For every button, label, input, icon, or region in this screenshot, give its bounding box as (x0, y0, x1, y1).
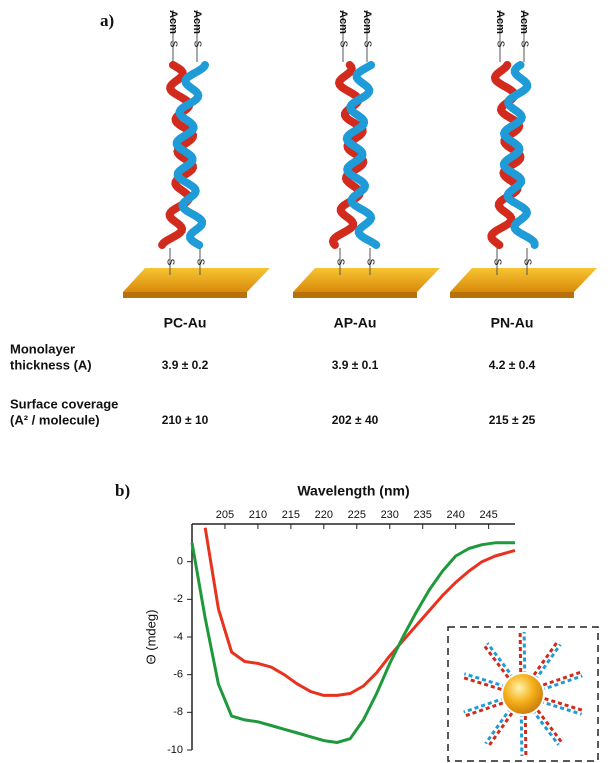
inset-helix (484, 709, 510, 745)
row-header: Surface coverage (10, 396, 118, 411)
helix (342, 61, 381, 249)
row-header: thickness (A) (10, 357, 92, 372)
gold-plate-edge (450, 292, 574, 298)
helix (172, 61, 209, 249)
thiol-label: S (494, 41, 505, 48)
column-header: AP-Au (334, 315, 377, 331)
gold-plate-edge (123, 292, 247, 298)
column-header: PC-Au (164, 315, 207, 331)
inset-helix (519, 716, 524, 757)
thiol-label: S (518, 41, 529, 48)
thiol-label: S (491, 259, 502, 266)
cd-curve (190, 541, 515, 744)
thiol-label: S (364, 259, 375, 266)
x-tick-label: 220 (315, 509, 333, 521)
helix (499, 61, 539, 249)
y-tick-label: -8 (173, 706, 183, 718)
x-axis-title: Wavelength (nm) (297, 483, 409, 499)
y-tick-label: -2 (173, 593, 183, 605)
inset-helix (486, 642, 513, 677)
table-cell: 210 ± 10 (162, 413, 209, 427)
terminal-label: Acm (167, 10, 179, 34)
thiol-label: S (521, 259, 532, 266)
thiol-label: S (191, 41, 202, 48)
thiol-label: S (167, 41, 178, 48)
table-cell: 215 ± 25 (489, 413, 536, 427)
gold-plate (293, 268, 440, 292)
inset-helix (533, 711, 560, 746)
table-cell: 3.9 ± 0.2 (162, 358, 209, 372)
terminal-label: Acm (337, 10, 349, 34)
x-tick-label: 215 (282, 509, 300, 521)
x-tick-label: 225 (348, 509, 366, 521)
inset-helix (542, 700, 583, 716)
inset-helix (522, 631, 527, 672)
helix (158, 61, 198, 249)
panel-label: b) (115, 481, 130, 500)
thiol-label: S (337, 41, 348, 48)
thiol-label: S (194, 259, 205, 266)
gold-plate-edge (293, 292, 417, 298)
inset-helix (543, 674, 583, 691)
y-tick-label: -4 (173, 631, 183, 643)
y-axis-title: Θ (mdeg) (143, 610, 158, 665)
gold-nanoparticle (503, 674, 543, 714)
terminal-label: Acm (191, 10, 203, 34)
terminal-label: Acm (518, 10, 530, 34)
inset-helix (463, 697, 503, 714)
cd-curve (203, 527, 516, 697)
thiol-label: S (334, 259, 345, 266)
y-tick-label: -10 (167, 744, 183, 756)
row-header: (A² / molecule) (10, 412, 100, 427)
x-tick-label: 205 (216, 509, 234, 521)
panel-a: Acm S S Acm S S PC-Au Acm S S Acm S S AP-Au Acm S S Acm S S… (10, 10, 597, 427)
thiol-label: S (164, 259, 175, 266)
gold-plate (450, 268, 597, 292)
x-tick-label: 230 (381, 509, 399, 521)
helix (328, 61, 368, 249)
table-cell: 202 ± 40 (332, 413, 379, 427)
table-cell: 3.9 ± 0.1 (332, 358, 379, 372)
row-header: Monolayer (10, 341, 75, 356)
table-cell: 4.2 ± 0.4 (489, 358, 536, 372)
inset-helix (536, 643, 562, 679)
inset-helix (463, 672, 504, 688)
y-tick-label: -6 (173, 669, 183, 681)
terminal-label: Acm (494, 10, 506, 34)
x-tick-label: 235 (414, 509, 432, 521)
x-tick-label: 210 (249, 509, 267, 521)
y-tick-label: 0 (177, 556, 183, 568)
gold-plate (123, 268, 270, 292)
panel-label: a) (100, 11, 114, 30)
column-header: PN-Au (491, 315, 534, 331)
x-tick-label: 240 (446, 509, 464, 521)
panel-b: Wavelength (nm) Θ (mdeg) 205 210 215 220 225 23… (143, 483, 599, 762)
terminal-label: Acm (361, 10, 373, 34)
thiol-label: S (361, 41, 372, 48)
x-tick-label: 245 (479, 509, 497, 521)
